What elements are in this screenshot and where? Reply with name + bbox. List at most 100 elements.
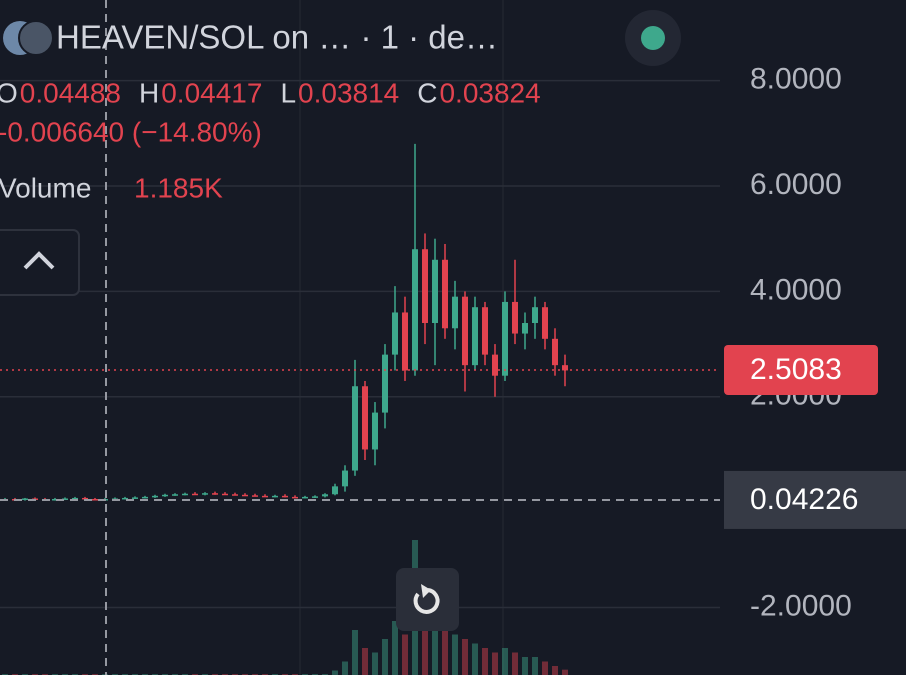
- y-tick-label: -2.0000: [750, 589, 852, 622]
- volume-bar: [432, 612, 438, 675]
- ohlc-value: 0.03814: [298, 77, 399, 108]
- ohlc-letter: O: [0, 77, 18, 108]
- candle-body: [402, 312, 408, 371]
- candle-body: [242, 494, 248, 497]
- quote-logo: [18, 20, 54, 56]
- volume-bar: [392, 621, 398, 675]
- candle-body: [512, 301, 518, 334]
- change: -0.006640 (−14.80%): [0, 116, 262, 147]
- candle-body: [222, 493, 228, 496]
- candle-body: [262, 495, 268, 498]
- candle-body: [52, 499, 58, 501]
- reset-button[interactable]: [396, 568, 459, 631]
- volume-bar: [462, 639, 468, 675]
- candle-body: [132, 497, 138, 499]
- volume-bar: [422, 607, 428, 675]
- volume-bar: [552, 666, 558, 675]
- volume-bar: [402, 634, 408, 675]
- candle-body: [472, 307, 478, 366]
- candle-body: [252, 495, 258, 497]
- candle-body: [282, 495, 288, 498]
- candle-body: [422, 249, 428, 324]
- volume-bar: [512, 652, 518, 675]
- volume-label: Volume: [0, 172, 91, 203]
- candle-body: [452, 296, 458, 329]
- candle-body: [432, 259, 438, 324]
- status-dot: [641, 26, 665, 50]
- y-tick-label: 6.0000: [750, 168, 842, 201]
- candle-body: [552, 338, 558, 366]
- ohlc-value: 0.04488: [20, 77, 121, 108]
- candle-body: [522, 323, 528, 334]
- candle-body: [212, 493, 218, 495]
- candle-body: [382, 354, 388, 413]
- volume-bar: [502, 648, 508, 675]
- symbol-title: HEAVEN/SOL on … · 1 · de…: [56, 19, 498, 56]
- volume-bar: [442, 630, 448, 675]
- volume-bar: [362, 648, 368, 675]
- collapse-button[interactable]: [0, 229, 80, 296]
- ohlc-letter: H: [139, 77, 159, 108]
- candle-body: [542, 307, 548, 339]
- candle-body: [202, 493, 208, 495]
- candle-body: [352, 386, 358, 471]
- candle-body: [152, 495, 158, 498]
- candle-body: [412, 249, 418, 371]
- crosshair-box: [724, 470, 906, 529]
- volume-bar: [332, 670, 338, 675]
- candle-body: [92, 499, 98, 501]
- ohlc-letter: C: [417, 77, 437, 108]
- candle-body: [492, 354, 498, 376]
- chevron-icon: [23, 251, 55, 270]
- candle-body: [72, 497, 78, 500]
- reset-icon: [413, 588, 440, 614]
- candle-body: [462, 296, 468, 366]
- candle-body: [362, 386, 368, 450]
- candle-body: [342, 470, 348, 487]
- candle-body: [482, 307, 488, 355]
- candle-body: [322, 494, 328, 497]
- volume-value: 1.185K: [134, 172, 223, 203]
- candle-body: [22, 498, 28, 500]
- volume-bar: [482, 648, 488, 675]
- volume-bar: [372, 652, 378, 675]
- volume-bar: [492, 652, 498, 675]
- candle-body: [172, 494, 178, 496]
- candle-body: [122, 497, 128, 500]
- volume-bar: [452, 634, 458, 675]
- volume-bar: [562, 669, 568, 675]
- candle-body: [82, 497, 88, 500]
- candle-body: [372, 412, 378, 450]
- candle-body: [192, 493, 198, 496]
- candle-body: [302, 496, 308, 499]
- ohlc-value: 0.03824: [439, 77, 540, 108]
- candle-body: [502, 301, 508, 376]
- reset-icon-arrow: [421, 584, 431, 598]
- volume-bar: [472, 643, 478, 675]
- last-price-label: 2.5083: [750, 353, 842, 386]
- last-price-box: [724, 344, 878, 395]
- candle-body: [162, 494, 168, 497]
- candle-body: [392, 312, 398, 355]
- ohlc-letter: L: [280, 77, 296, 108]
- candle-body: [332, 486, 338, 495]
- volume-bar: [522, 657, 528, 675]
- candle-body: [182, 493, 188, 496]
- volume-bar: [342, 661, 348, 675]
- candle-body: [312, 496, 318, 498]
- candle-body: [62, 498, 68, 500]
- candle-body: [142, 496, 148, 499]
- volume-bar: [382, 639, 388, 675]
- volume-bar: [352, 630, 358, 675]
- y-tick-label: 4.0000: [750, 273, 842, 306]
- y-tick-label: 8.0000: [750, 63, 842, 96]
- ohlc-value: 0.04417: [161, 77, 262, 108]
- candle-body: [562, 365, 568, 371]
- crosshair-label: 0.04226: [750, 483, 858, 516]
- volume-bar: [542, 661, 548, 675]
- candle-body: [272, 495, 278, 498]
- candle-body: [532, 307, 538, 324]
- candle-body: [292, 496, 298, 499]
- volume-bar: [532, 657, 538, 675]
